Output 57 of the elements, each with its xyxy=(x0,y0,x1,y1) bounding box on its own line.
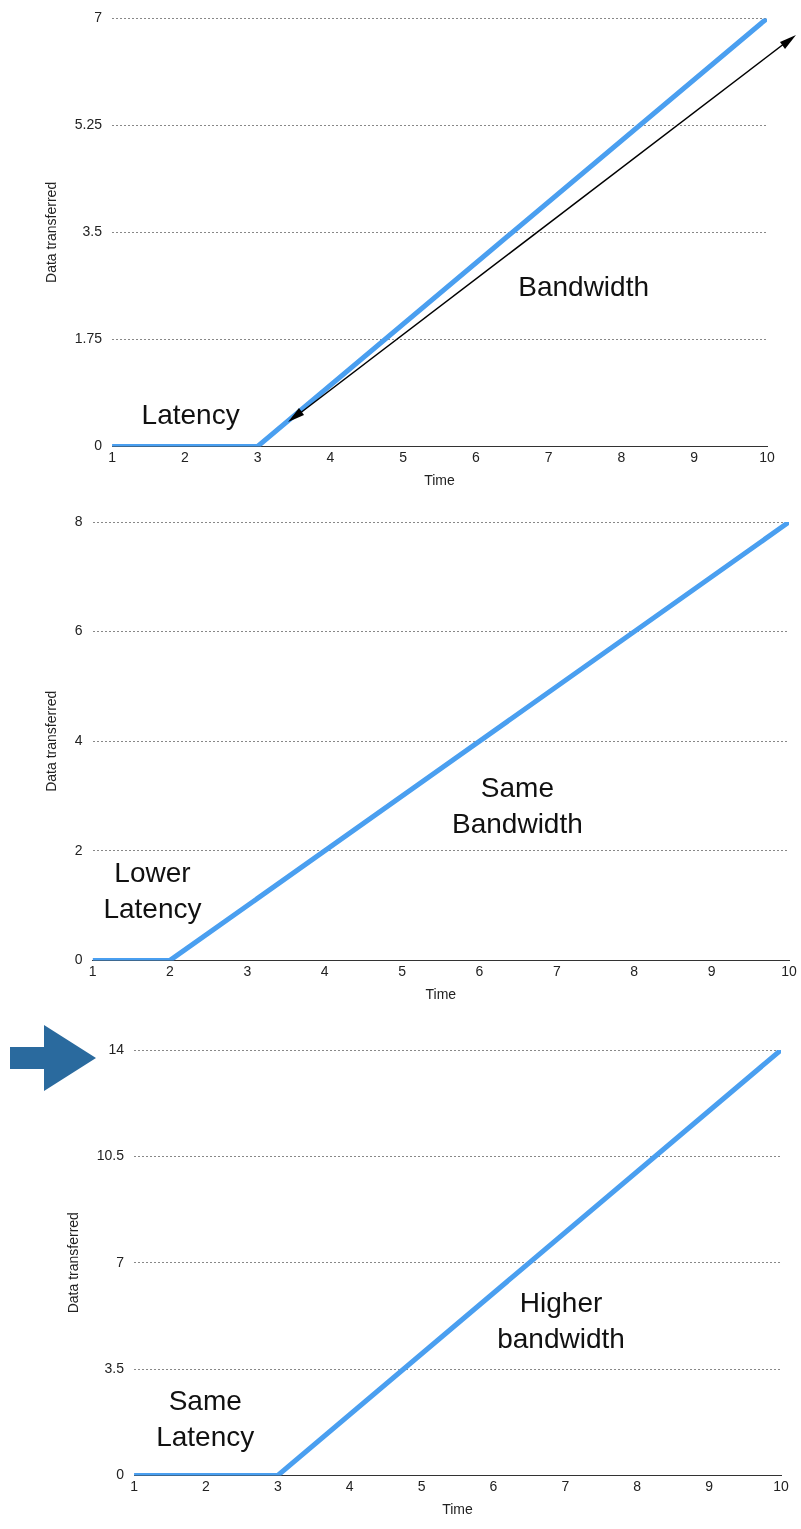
y-tick-label: 14 xyxy=(108,1040,125,1057)
x-tick-label: 5 xyxy=(417,1477,426,1494)
y-tick-label: 0 xyxy=(94,437,103,454)
x-tick-label: 7 xyxy=(552,962,561,979)
annotation: Higher bandwidth xyxy=(497,1286,625,1354)
y-tick-label: 7 xyxy=(116,1253,125,1270)
annotation: Lower Latency xyxy=(103,857,202,925)
x-tick-label: 4 xyxy=(320,962,329,979)
x-tick-label: 9 xyxy=(707,962,716,979)
y-tick-label: 0 xyxy=(116,1466,125,1483)
x-tick-label: 1 xyxy=(130,1477,139,1494)
x-tick-label: 8 xyxy=(630,962,639,979)
x-tick-label: 10 xyxy=(781,962,797,979)
x-tick-label: 6 xyxy=(472,448,481,465)
x-tick-label: 8 xyxy=(617,448,626,465)
y-tick-label: 8 xyxy=(74,512,83,529)
annotation: Same Bandwidth xyxy=(452,771,583,839)
x-tick-label: 10 xyxy=(773,1477,789,1494)
x-tick-label: 9 xyxy=(690,448,699,465)
y-axis-title: Data transferred xyxy=(43,181,60,283)
y-tick-label: 3.5 xyxy=(82,223,103,240)
x-tick-label: 3 xyxy=(253,448,262,465)
x-tick-label: 2 xyxy=(202,1477,211,1494)
x-tick-label: 6 xyxy=(475,962,484,979)
x-tick-label: 5 xyxy=(398,962,407,979)
annotation: Bandwidth xyxy=(518,270,649,302)
x-tick-label: 5 xyxy=(399,448,408,465)
x-tick-label: 8 xyxy=(633,1477,642,1494)
x-tick-label: 10 xyxy=(759,448,775,465)
x-tick-label: 7 xyxy=(561,1477,570,1494)
x-tick-label: 1 xyxy=(88,962,97,979)
x-axis-title: Time xyxy=(424,472,456,489)
y-tick-label: 2 xyxy=(74,841,83,858)
y-tick-label: 10.5 xyxy=(96,1147,125,1164)
y-tick-label: 4 xyxy=(74,732,83,749)
x-axis-title: Time xyxy=(442,1501,474,1518)
y-axis-title: Data transferred xyxy=(43,690,60,792)
x-tick-label: 3 xyxy=(243,962,252,979)
x-tick-label: 2 xyxy=(166,962,175,979)
x-tick-label: 4 xyxy=(326,448,335,465)
y-tick-label: 7 xyxy=(94,9,103,26)
x-tick-label: 2 xyxy=(180,448,189,465)
y-tick-label: 3.5 xyxy=(104,1359,125,1376)
y-tick-label: 5.25 xyxy=(74,116,103,133)
annotation: Latency xyxy=(141,399,240,431)
x-tick-label: 1 xyxy=(108,448,117,465)
x-axis-title: Time xyxy=(425,986,457,1003)
annotation: Same Latency xyxy=(156,1384,255,1452)
x-tick-label: 9 xyxy=(705,1477,714,1494)
x-tick-label: 4 xyxy=(345,1477,354,1494)
y-tick-label: 6 xyxy=(74,622,83,639)
y-axis-title: Data transferred xyxy=(65,1212,82,1314)
y-tick-label: 1.75 xyxy=(74,330,103,347)
x-tick-label: 6 xyxy=(489,1477,498,1494)
x-tick-label: 3 xyxy=(273,1477,282,1494)
y-tick-label: 0 xyxy=(74,951,83,968)
x-tick-label: 7 xyxy=(544,448,553,465)
